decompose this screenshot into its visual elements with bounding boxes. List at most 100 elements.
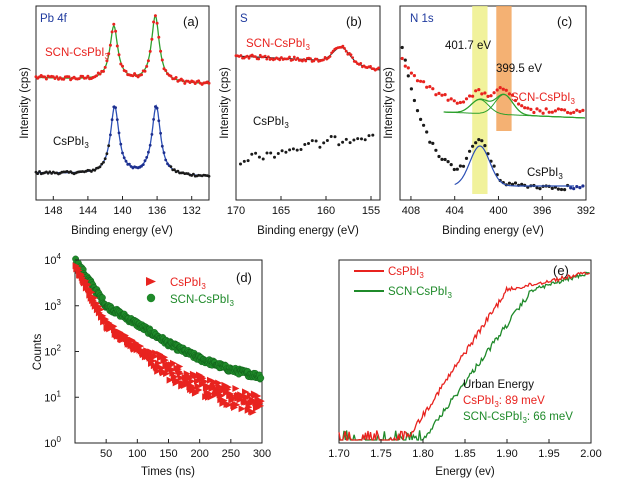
data-point-scn [322,58,325,62]
data-point-scn [419,79,423,83]
data-point-cspbi3 [246,391,254,399]
data-point-cspbi3 [166,376,174,384]
data-point-scn [458,100,462,105]
data-point-scn [124,69,128,73]
data-point-cspbi3 [152,349,160,357]
x-tick-label: 100 [128,448,146,460]
data-point-cspbi3 [185,374,193,382]
data-point-cspbi3 [329,135,333,138]
data-point-scn [292,55,296,59]
data-point-cspbi3 [119,142,123,146]
data-point-cspbi3 [164,158,168,162]
data-point-cspbi3 [229,394,237,402]
data-point-scn [148,49,152,53]
data-point-cspbi3 [348,141,352,145]
data-point-scn [575,108,579,112]
x-tick-label: 300 [253,448,271,460]
panel-d-legend-scn: SCN-CsPbI3 [170,294,234,308]
data-point-scn [504,88,508,92]
data-point-cspbi3 [276,152,280,155]
data-point-scn [343,47,346,50]
panel-c-band1-label: 401.7 eV [445,40,491,52]
data-point-cspbi3 [201,378,209,385]
y-tick-label: 100 [44,435,61,450]
data-point-cspbi3 [352,138,356,142]
data-point-cspbi3 [572,187,576,191]
data-point-scn [328,55,332,58]
y-tick-label: 101 [44,389,61,404]
data-point-scn [67,75,71,79]
data-point-scn [492,91,496,95]
panel-b-title: S [240,13,248,25]
data-point-cspbi3 [440,157,444,161]
data-point-scn [44,77,48,81]
data-point-scn [412,74,416,78]
data-point-cspbi3 [145,156,149,159]
data-point-scn [98,72,102,76]
data-point-scn [455,101,459,105]
data-point-cspbi3 [581,184,585,188]
data-point-cspbi3 [232,385,240,392]
x-tick-label: 1.80 [412,448,433,460]
data-point-cspbi3 [510,182,515,186]
data-point-cspbi3 [115,118,119,121]
data-point-scn [556,107,561,111]
data-point-cspbi3 [337,143,341,147]
data-point-cspbi3 [310,139,314,143]
data-point-cspbi3 [102,160,105,164]
x-tick-label: 144 [79,205,97,217]
data-point-cspbi3 [103,157,107,161]
data-point-cspbi3 [242,388,249,396]
data-point-cspbi3 [174,378,182,386]
data-point-scn [152,20,156,24]
panel-b-ticks: 170 165 160 155 [227,196,380,217]
data-point-cspbi3 [367,134,371,138]
data-point-cspbi3 [299,148,303,151]
data-point-scn [146,59,150,63]
data-point-scn [480,92,484,96]
data-point-scn [263,54,267,58]
data-point-cspbi3 [400,45,404,50]
data-point-scn [495,88,499,92]
data-point-cspbi3 [242,159,246,163]
data-point-scn [254,55,257,58]
data-point-scn [55,75,59,79]
data-point-cspbi3 [535,186,539,190]
data-point-cspbi3 [513,181,518,185]
x-tick-label: 150 [159,448,177,460]
data-point-scn [43,75,47,79]
data-point-cspbi3 [480,139,484,143]
data-point-cspbi3 [109,133,112,137]
data-point-scn [486,94,490,98]
x-tick-label: 1.85 [454,448,475,460]
data-point-scn [428,85,432,89]
data-point-cspbi3 [425,130,429,134]
data-point-scn [471,94,475,98]
data-point-cspbi3 [538,187,542,191]
panel-a-legend-scn: SCN-CsPbI3 [45,47,109,61]
data-point-scn [117,53,121,57]
x-tick-label: 148 [44,205,62,217]
data-point-cspbi3 [322,141,326,145]
x-tick-label: 408 [402,205,420,217]
data-point-scn [544,107,548,111]
data-point-scn [468,94,472,98]
data-point-scn [507,92,511,96]
data-point-cspbi3 [295,148,299,152]
data-point-scn [550,110,554,114]
data-point-cspbi3 [284,150,288,154]
data-point-cspbi3 [464,156,469,160]
x-tick-label: 1.75 [370,448,391,460]
data-point-scn [547,110,551,114]
data-point-scn [107,52,111,56]
data-point-cspbi3 [443,157,447,162]
data-point-scn [517,102,521,106]
data-point-cspbi3 [98,165,102,169]
x-tick-label: 2.00 [580,448,601,460]
panel-e-annotation-title: Urban Energy [463,379,534,391]
data-point-scn [103,65,107,69]
data-point-cspbi3 [468,149,472,153]
data-point-scn [207,81,211,85]
data-point-cspbi3 [461,164,466,168]
